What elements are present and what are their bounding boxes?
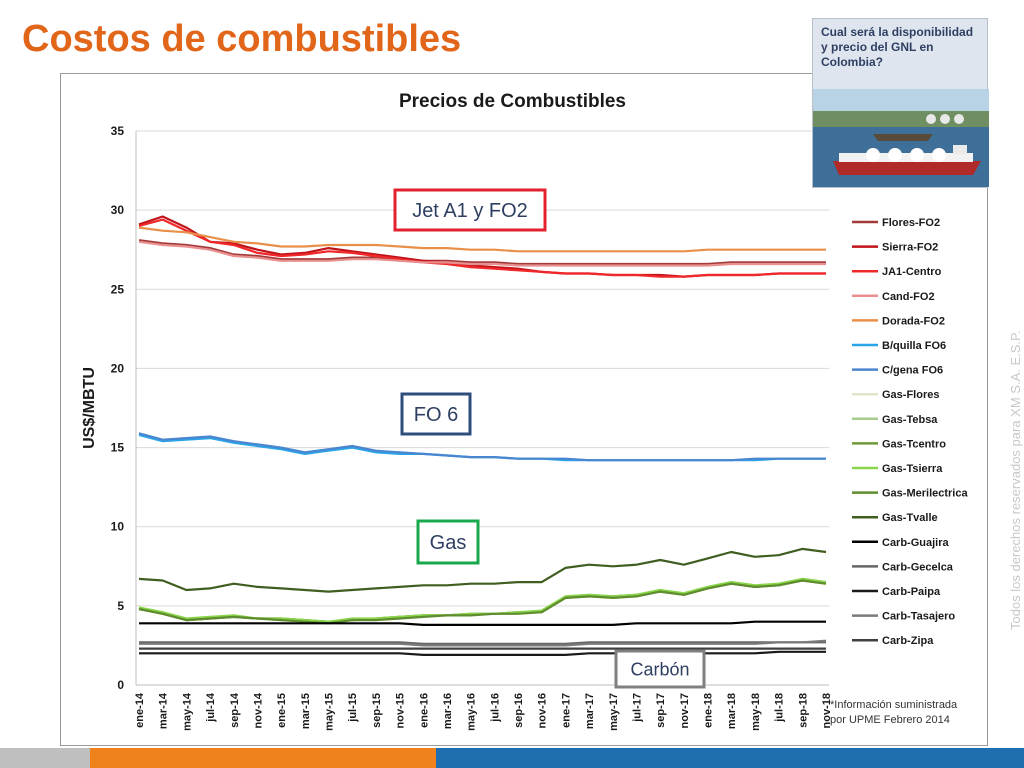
annotation-box bbox=[416, 519, 480, 565]
annotation-label: Carbón bbox=[630, 659, 689, 679]
series-line-flores-fo2 bbox=[138, 239, 826, 266]
x-tick-label: mar-16 bbox=[442, 693, 454, 729]
x-tick-label: jul-18 bbox=[774, 693, 786, 723]
legend-label: JA1-Centro bbox=[882, 266, 942, 278]
footnote-line-1: *Información suministrada bbox=[830, 699, 958, 711]
x-tick-label: jul-16 bbox=[489, 693, 501, 723]
series-line-gas-tvalle bbox=[138, 547, 827, 593]
x-tick-label: sep-17 bbox=[655, 693, 667, 728]
y-tick-label: 20 bbox=[111, 361, 125, 375]
legend-label: Carb-Tasajero bbox=[882, 611, 955, 623]
legend-label: Sierra-FO2 bbox=[882, 242, 938, 254]
series-line-carb-paipa bbox=[139, 650, 826, 657]
legend-label: Carb-Paipa bbox=[882, 586, 941, 598]
legend-label: C/gena FO6 bbox=[882, 365, 943, 377]
x-tick-label: nov-17 bbox=[679, 693, 691, 728]
x-tick-label: ene-18 bbox=[703, 693, 715, 728]
x-tick-label: may-16 bbox=[466, 693, 478, 731]
y-tick-label: 0 bbox=[117, 678, 124, 692]
copyright-watermark: Todos los derechos reservados para XM S.… bbox=[1008, 330, 1023, 630]
annotation-label: Jet A1 y FO2 bbox=[412, 200, 528, 222]
x-tick-label: sep-18 bbox=[797, 693, 809, 728]
bottom-bar-blue bbox=[436, 748, 1024, 768]
x-tick-label: ene-14 bbox=[134, 692, 146, 728]
y-tick-label: 30 bbox=[111, 203, 125, 217]
fuel-price-chart: Precios de Combustibles 0 5 10 15 20 25 30 35 US$… bbox=[81, 91, 968, 731]
x-tick-label: mar-15 bbox=[300, 693, 312, 729]
x-tick-label: may-18 bbox=[750, 693, 762, 731]
x-tick-label: may-15 bbox=[324, 693, 336, 731]
legend-label: Dorada-FO2 bbox=[882, 315, 945, 327]
annotation-box bbox=[614, 649, 706, 689]
x-tick-label: nov-14 bbox=[252, 692, 264, 728]
x-tick-label: ene-17 bbox=[560, 693, 572, 728]
legend-label: Gas-Tsierra bbox=[882, 463, 943, 475]
bottom-bar-gray bbox=[0, 748, 90, 768]
y-tick-label: 5 bbox=[117, 599, 124, 613]
legend-label: Flores-FO2 bbox=[882, 217, 940, 229]
annotation-label: FO 6 bbox=[414, 404, 458, 426]
legend-label: Cand-FO2 bbox=[882, 291, 935, 303]
slide-title: Costos de combustibles bbox=[22, 18, 462, 60]
gnl-callout: Cual será la disponibilidad y precio del… bbox=[812, 18, 989, 188]
y-tick-label: 10 bbox=[111, 520, 125, 534]
series-line-cand-fo2 bbox=[138, 240, 826, 267]
y-axis-label: US$/MBTU bbox=[81, 367, 98, 449]
series-line-carb-tasajero bbox=[139, 639, 827, 647]
lng-terminal-photo bbox=[813, 89, 989, 187]
series-line-gas-merilectrica bbox=[138, 579, 827, 625]
x-tick-label: jul-17 bbox=[631, 693, 643, 723]
x-tick-label: nov-16 bbox=[537, 693, 549, 728]
legend-label: Carb-Zipa bbox=[882, 635, 934, 647]
x-tick-label: mar-17 bbox=[584, 693, 596, 729]
x-tick-label: sep-14 bbox=[229, 692, 241, 728]
legend-label: Gas-Tebsa bbox=[882, 414, 938, 426]
x-tick-label: sep-15 bbox=[371, 693, 383, 728]
x-tick-label: mar-14 bbox=[158, 692, 170, 729]
footnote-line-2: por UPME Febrero 2014 bbox=[830, 714, 950, 726]
series-line-carb-gecelca bbox=[139, 641, 826, 645]
y-tick-label: 35 bbox=[111, 124, 125, 138]
annotation-label: Gas bbox=[430, 532, 467, 554]
legend-label: Carb-Gecelca bbox=[882, 561, 954, 573]
x-tick-label: mar-18 bbox=[726, 693, 738, 729]
x-tick-label: nov-18 bbox=[821, 693, 833, 728]
x-tick-label: jul-14 bbox=[205, 692, 217, 723]
series-line-ja1-centro bbox=[138, 218, 826, 278]
y-tick-label: 25 bbox=[111, 282, 125, 296]
x-tick-label: nov-15 bbox=[395, 693, 407, 728]
x-tick-label: may-17 bbox=[608, 693, 620, 731]
legend-label: Gas-Merilectrica bbox=[882, 488, 968, 500]
legend-label: Gas-Flores bbox=[882, 389, 939, 401]
legend-label: Gas-Tcentro bbox=[882, 438, 946, 450]
x-tick-label: jul-15 bbox=[347, 693, 359, 723]
x-tick-label: ene-15 bbox=[276, 693, 288, 728]
legend-label: Carb-Guajira bbox=[882, 537, 950, 549]
y-tick-label: 15 bbox=[111, 441, 125, 455]
source-footnote: *Información suministrada por UPME Febre… bbox=[830, 698, 957, 728]
chart-title: Precios de Combustibles bbox=[399, 91, 626, 112]
series-line-dorada-fo2 bbox=[138, 226, 826, 253]
annotation-box bbox=[393, 188, 547, 232]
x-tick-label: ene-16 bbox=[418, 693, 430, 728]
x-tick-label: sep-16 bbox=[513, 693, 525, 728]
annotation-box bbox=[400, 392, 472, 436]
callout-text: Cual será la disponibilidad y precio del… bbox=[821, 25, 974, 69]
x-tick-label: may-14 bbox=[181, 692, 193, 731]
series-line-carb-guajira bbox=[139, 620, 826, 627]
legend-label: Gas-Tvalle bbox=[882, 512, 938, 524]
series-line-c-gena-fo6 bbox=[138, 432, 826, 462]
bottom-bar-orange bbox=[90, 748, 436, 768]
legend-label: B/quilla FO6 bbox=[882, 340, 946, 352]
